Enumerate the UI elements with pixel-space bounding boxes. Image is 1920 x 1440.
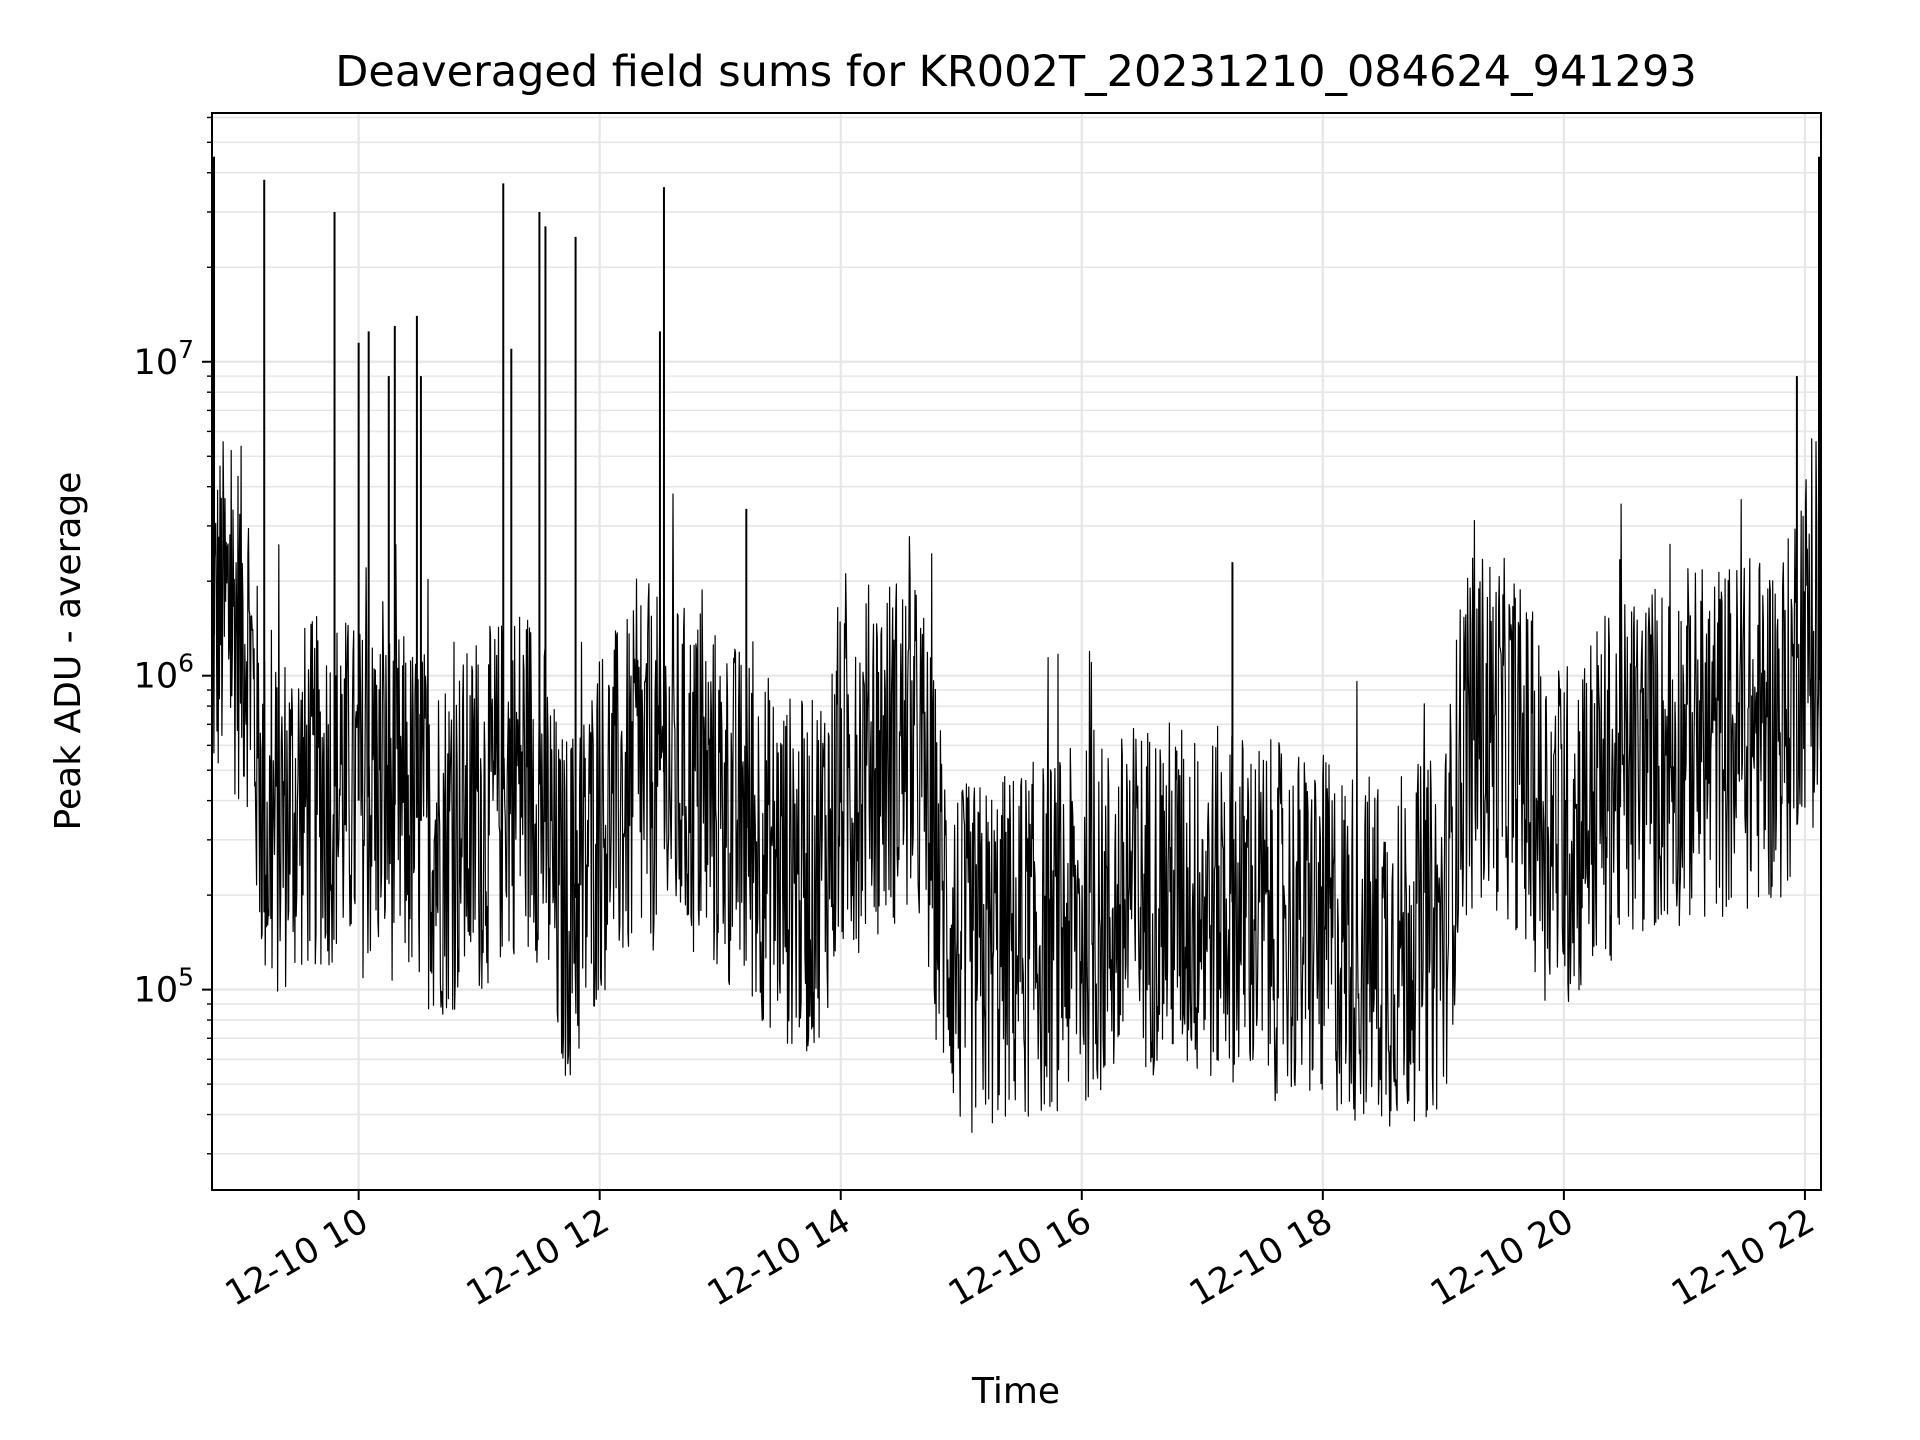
x-axis-label: Time [971, 1371, 1060, 1412]
y-tick-exponent: 5 [178, 963, 194, 992]
y-tick-label: 107 [134, 335, 194, 383]
y-tick-label: 105 [134, 963, 194, 1011]
series-line [211, 438, 1822, 1133]
chart-title: Deaveraged field sums for KR002T_2023121… [335, 47, 1697, 97]
y-tick-base: 10 [134, 971, 179, 1011]
y-tick-base: 10 [134, 343, 179, 383]
y-tick-exponent: 6 [178, 649, 194, 678]
y-tick-base: 10 [134, 657, 179, 697]
plot-frame [211, 112, 1822, 1191]
y-tick-label: 106 [134, 649, 194, 697]
data-series [211, 156, 1822, 1133]
y-axis-label: Peak ADU - average [48, 472, 89, 831]
y-tick-exponent: 7 [178, 335, 194, 364]
